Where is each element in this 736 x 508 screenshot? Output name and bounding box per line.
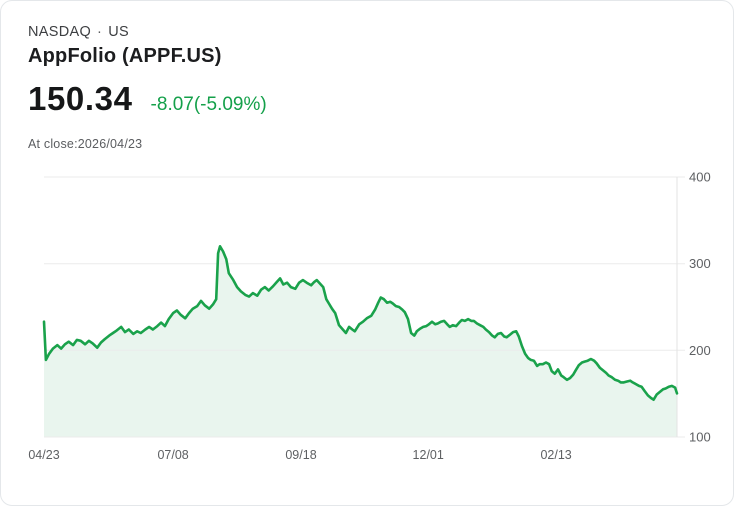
stock-title: AppFolio (APPF.US)	[28, 45, 222, 67]
x-axis-label: 12/01	[413, 448, 444, 462]
last-price: 150.34	[28, 80, 133, 117]
exchange-separator: ·	[97, 24, 103, 40]
price-change: -8.07(-5.09%)	[150, 94, 267, 115]
price-area-fill	[44, 246, 677, 437]
region-label: US	[108, 24, 129, 40]
price-chart[interactable]: 400 300 200 100 04/23 07/08 09/18 12/01 02/13	[1, 161, 734, 471]
price-line	[42, 245, 679, 401]
exchange-row: NASDAQ · US	[28, 24, 129, 40]
x-axis-label: 07/08	[157, 448, 188, 462]
x-axis-label: 09/18	[285, 448, 316, 462]
price-row: 150.34 -8.07(-5.09%)	[28, 80, 267, 118]
y-axis-label: 300	[689, 256, 711, 271]
y-axis-label: 400	[689, 170, 711, 185]
as-of-close-label: At close:2026/04/23	[28, 137, 143, 151]
x-axis-label: 02/13	[540, 448, 571, 462]
price-chart-svg[interactable]: 400 300 200 100 04/23 07/08 09/18 12/01 02/13	[1, 161, 734, 471]
chart-plot-area[interactable]	[44, 177, 677, 437]
exchange-label: NASDAQ	[28, 24, 92, 40]
y-axis-label: 200	[689, 343, 711, 358]
y-axis-label: 100	[689, 430, 711, 445]
x-axis-label: 04/23	[28, 448, 59, 462]
